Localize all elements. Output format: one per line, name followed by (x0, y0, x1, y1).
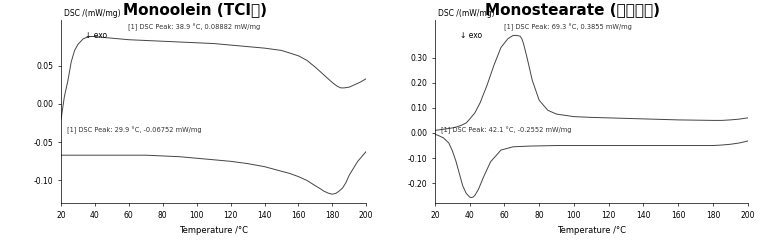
Text: DSC /(mW/mg): DSC /(mW/mg) (438, 9, 494, 18)
Text: [1] DSC Peak: 42.1 °C, -0.2552 mW/mg: [1] DSC Peak: 42.1 °C, -0.2552 mW/mg (441, 126, 571, 134)
Text: DSC /(mW/mg): DSC /(mW/mg) (64, 9, 121, 18)
Text: ↓ exo: ↓ exo (85, 31, 108, 40)
X-axis label: Temperature /°C: Temperature /°C (179, 225, 248, 235)
Text: [1] DSC Peak: 69.3 °C, 0.3855 mW/mg: [1] DSC Peak: 69.3 °C, 0.3855 mW/mg (504, 24, 632, 31)
Text: [1] DSC Peak: 38.9 °C, 0.08882 mW/mg: [1] DSC Peak: 38.9 °C, 0.08882 mW/mg (128, 24, 260, 31)
X-axis label: Temperature /°C: Temperature /°C (557, 225, 626, 235)
Text: Monoolein (TCI사): Monoolein (TCI사) (123, 2, 266, 17)
Text: Monostearate (대정시약): Monostearate (대정시약) (485, 2, 660, 17)
Text: ↓ exo: ↓ exo (460, 31, 482, 40)
Text: [1] DSC Peak: 29.9 °C, -0.06752 mW/mg: [1] DSC Peak: 29.9 °C, -0.06752 mW/mg (67, 126, 201, 134)
